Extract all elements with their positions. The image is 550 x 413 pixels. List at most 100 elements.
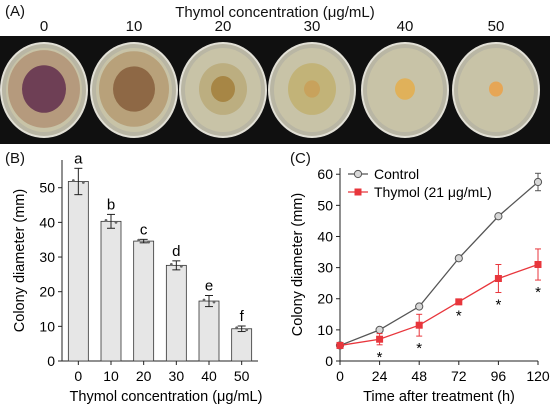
x-axis-label: Time after treatment (h) [363,389,515,405]
series-line [339,181,539,347]
petri-dish-photo [0,36,550,144]
y-tick-label: 60 [317,166,333,182]
significance-letter: d [172,243,180,260]
bar [198,300,220,362]
legend-marker [354,188,362,196]
photo-title: Thymol concentration (μg/mL) [175,4,375,21]
concentration-label: 0 [39,18,49,35]
data-point [415,321,423,329]
concentration-label: 40 [396,18,414,35]
bar [100,220,122,362]
bar [67,181,89,362]
colony-inner [113,66,155,112]
data-point [202,298,206,302]
petri-dish [90,42,178,138]
colony-inner [304,80,320,98]
y-tick-label: 0 [47,353,55,369]
data-point [534,261,542,268]
data-point [415,302,424,311]
x-tick-label: 10 [103,368,119,384]
data-point [375,325,384,334]
series-line [339,263,539,347]
significance-star: * [495,297,501,314]
data-point [114,220,118,224]
petri-dish [452,42,540,138]
y-tick-label: 0 [325,353,333,369]
data-point [71,179,75,182]
colony-inner [395,78,415,100]
y-tick-label: 20 [39,284,55,300]
x-tick-label: 48 [411,368,427,384]
x-tick-label: 72 [451,368,467,384]
y-tick-label: 40 [39,214,55,230]
line-chart: 0 10 20 30 40 50 60 0 24 48 72 96 120 * * * * * Control Thy… [290,166,550,405]
data-point [455,298,463,306]
y-axis-label: Colony diameter (mm) [12,189,28,332]
y-tick-label: 50 [39,180,55,196]
x-tick-label: 50 [234,368,250,384]
y-tick-label: 20 [317,291,333,307]
colony-inner [211,76,235,102]
legend-marker [353,169,363,179]
data-point [533,177,543,187]
bar [165,264,187,362]
x-tick-label: 120 [526,368,550,384]
y-tick-label: 50 [317,197,333,213]
data-point [104,218,108,222]
panel-b-label: (B) [5,150,25,167]
y-tick-label: 30 [39,249,55,265]
y-tick-label: 10 [317,322,333,338]
significance-star: * [535,284,541,301]
x-tick-label: 0 [74,368,82,384]
x-axis-label: Thymol concentration (μg/mL) [70,389,263,405]
data-point [454,254,463,263]
data-point [179,264,183,268]
data-point [245,328,249,332]
concentration-label: 10 [125,18,143,35]
data-point [494,275,502,283]
data-point [137,238,141,242]
significance-star: * [377,349,383,366]
data-point [235,326,239,330]
concentration-label: 20 [214,18,232,35]
significance-letter: c [140,221,148,238]
petri-dish [0,42,88,138]
y-axis-label: Colony diameter (mm) [290,193,306,336]
data-point [494,212,503,221]
petri-dish [179,42,267,138]
x-tick-label: 0 [336,368,344,384]
data-point [376,335,384,343]
panel-a-label: (A) [5,3,25,20]
colony-inner [489,81,503,97]
bar-chart: 0 10 20 30 40 50 a 0 b 10 c 20 d 30 e 40 f 50 Thymol conce… [12,150,263,405]
data-point [212,300,216,304]
x-tick-label: 30 [169,368,185,384]
data-point [147,240,151,244]
concentration-label: 30 [303,18,321,35]
concentration-label: 50 [487,18,505,35]
x-tick-label: 96 [491,368,507,384]
data-point [81,181,85,184]
legend-label: Thymol (21 μg/mL) [374,184,492,200]
x-tick-label: 24 [372,368,388,384]
bar [231,328,253,362]
petri-dish [361,42,449,138]
significance-star: * [416,340,422,357]
significance-letter: a [74,150,83,167]
significance-star: * [456,307,462,324]
significance-letter: e [205,278,213,295]
data-point [169,262,173,266]
x-tick-label: 20 [136,368,152,384]
data-point [336,341,344,349]
panel-c-label: (C) [290,150,311,167]
y-tick-label: 30 [317,260,333,276]
petri-dish [268,42,356,138]
significance-letter: b [107,196,115,213]
colony-inner [22,65,66,113]
legend-label: Control [374,166,419,182]
bar [133,240,155,362]
y-tick-label: 10 [39,318,55,334]
significance-letter: f [240,308,245,325]
x-tick-label: 40 [201,368,217,384]
y-tick-label: 40 [317,228,333,244]
